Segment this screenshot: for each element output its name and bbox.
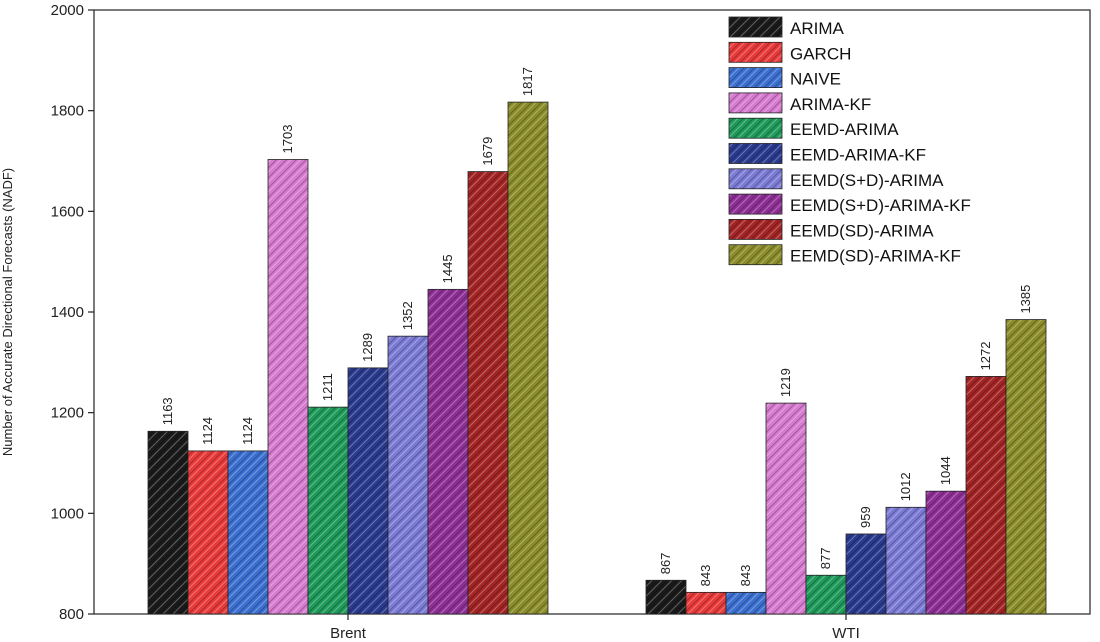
legend-swatch: [728, 168, 783, 190]
y-tick-label: 1200: [51, 405, 84, 422]
bar-naive-brent: [227, 450, 269, 615]
y-tick-label: 1400: [51, 304, 84, 321]
y-tick-label: 2000: [51, 2, 84, 19]
bar-eemd-sd-arima-wti: [965, 376, 1007, 615]
data-label: 1163: [160, 397, 175, 425]
bar-eemd-sd-arima-kf-brent: [507, 101, 549, 615]
legend-swatch: [728, 92, 783, 114]
data-label: 1012: [898, 472, 913, 501]
legend-swatch: [728, 41, 783, 63]
data-label: 1044: [938, 456, 953, 485]
data-labels: 1163 1124 1124 1703 1211 1289 1352 1445 1679 1817…: [160, 67, 1033, 586]
legend-swatch: [728, 244, 783, 266]
bar-eemd-s-d-arima-brent: [387, 335, 429, 615]
data-label: 877: [818, 548, 833, 570]
legend-swatch: [728, 67, 783, 88]
legend-label: ARIMA: [790, 19, 845, 38]
data-label: 1679: [480, 137, 495, 166]
bar-garch-wti: [685, 591, 727, 615]
legend-swatch: [728, 16, 783, 38]
data-label: 959: [858, 506, 873, 528]
data-label: 1211: [320, 373, 335, 401]
bar-eemd-sd-arima-kf-wti: [1005, 319, 1047, 615]
y-tick-label: 1000: [51, 505, 84, 522]
legend-label: EEMD-ARIMA-KF: [790, 146, 926, 165]
bar-garch-brent: [187, 450, 229, 615]
legend-swatch: [728, 218, 783, 240]
y-axis-label: Number of Accurate Directional Forecasts…: [0, 168, 15, 456]
data-label: 867: [658, 553, 673, 575]
x-tick-label: Brent: [330, 625, 367, 642]
bar-eemd-arima-kf-brent: [347, 367, 389, 615]
bar-eemd-arima-brent: [307, 406, 349, 615]
bar-arima-wti: [645, 579, 687, 615]
legend-label: EEMD(SD)-ARIMA-KF: [790, 247, 961, 266]
legend-swatch: [728, 193, 783, 215]
legend: ARIMA GARCH NAIVE ARIMA-KF EEMD-ARIMA EEMD-AR…: [728, 16, 971, 266]
data-label: 1124: [200, 417, 215, 445]
data-label: 1817: [520, 67, 535, 96]
y-tick-label: 1800: [51, 103, 84, 120]
data-label: 1445: [440, 254, 455, 283]
bar-eemd-s-d-arima-wti: [885, 506, 927, 615]
data-label: 1272: [978, 342, 993, 371]
legend-swatch: [728, 143, 783, 164]
data-label: 1219: [778, 368, 793, 397]
y-tick-label: 800: [59, 606, 84, 623]
bar-arima-kf-brent: [267, 159, 309, 615]
bar-arima-brent: [147, 430, 189, 615]
bars: [147, 101, 1047, 615]
legend-label: EEMD(S+D)-ARIMA-KF: [790, 196, 971, 215]
legend-swatch: [728, 117, 783, 139]
bar-eemd-arima-kf-wti: [845, 533, 887, 615]
data-label: 843: [698, 565, 713, 587]
bar-eemd-s-d-arima-kf-brent: [427, 288, 469, 615]
legend-label: EEMD(S+D)-ARIMA: [790, 171, 944, 190]
legend-label: GARCH: [790, 44, 851, 63]
data-label: 1703: [280, 125, 295, 154]
legend-label: EEMD(SD)-ARIMA: [790, 221, 934, 240]
legend-label: EEMD-ARIMA: [790, 120, 899, 139]
data-label: 843: [738, 565, 753, 587]
x-tick-label: WTI: [832, 625, 860, 642]
bar-eemd-arima-wti: [805, 574, 847, 615]
bar-eemd-sd-arima-brent: [467, 171, 509, 615]
data-label: 1385: [1018, 285, 1033, 314]
legend-label: NAIVE: [790, 70, 841, 89]
data-label: 1124: [240, 417, 255, 445]
data-label: 1352: [400, 301, 415, 330]
y-tick-label: 1600: [51, 203, 84, 220]
data-label: 1289: [360, 333, 375, 362]
bar-arima-kf-wti: [765, 402, 807, 615]
bar-naive-wti: [725, 591, 767, 615]
legend-label: ARIMA-KF: [790, 95, 871, 114]
bar-eemd-s-d-arima-kf-wti: [925, 490, 967, 615]
